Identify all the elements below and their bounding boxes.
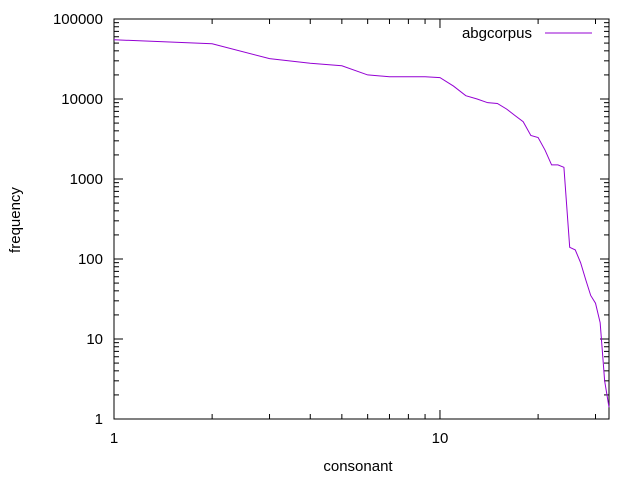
x-axis-ticks: 1 10 (110, 19, 597, 447)
x-axis-label: consonant (323, 458, 393, 475)
y-tick-label: 100000 (53, 11, 103, 28)
series-line-abgcorpus (113, 39, 610, 408)
y-tick-label: 1000 (70, 171, 103, 188)
legend: abgcorpus (462, 25, 592, 42)
x-tick-label: 10 (432, 430, 449, 447)
y-axis-label: frequency (7, 187, 24, 253)
y-axis-ticks: 1 10 100 1000 10000 100000 (53, 11, 609, 428)
x-tick-label: 1 (110, 430, 118, 447)
y-tick-label: 10 (86, 331, 103, 348)
y-tick-label: 100 (78, 251, 103, 268)
series-layer (113, 39, 610, 408)
y-tick-label: 1 (95, 411, 103, 428)
plot-border (113, 18, 610, 420)
y-tick-label: 10000 (61, 91, 103, 108)
legend-label: abgcorpus (462, 25, 532, 42)
